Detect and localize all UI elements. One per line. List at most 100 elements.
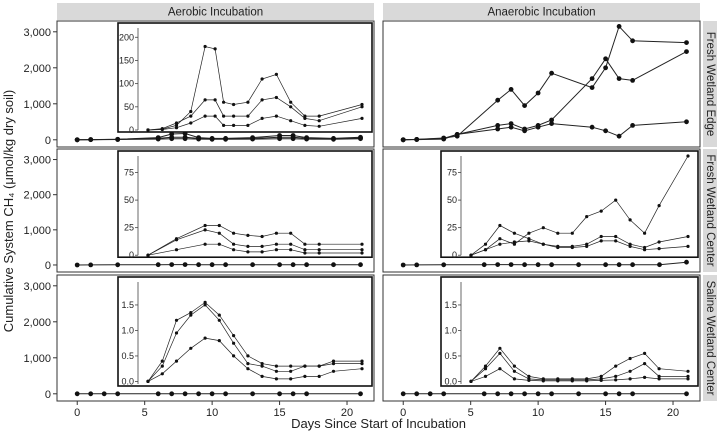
data-point — [317, 119, 321, 123]
data-point — [483, 242, 488, 246]
data-point — [203, 300, 207, 304]
data-point — [483, 367, 488, 371]
inset-y-tick-label: 1.0 — [121, 325, 134, 335]
data-point — [289, 100, 293, 104]
data-point — [274, 242, 278, 246]
data-point — [643, 231, 647, 235]
data-point — [684, 40, 689, 45]
inset-y-tick-label: 0.5 — [121, 351, 134, 361]
inset-frame — [117, 22, 373, 133]
data-point — [527, 237, 531, 241]
data-point — [223, 136, 229, 142]
data-point — [274, 114, 278, 118]
series-line — [147, 225, 362, 256]
data-point — [217, 313, 221, 317]
data-point — [498, 351, 502, 355]
inset-y-tick-label: 50 — [124, 195, 134, 205]
row-strip-label: Fresh Wetland Center — [704, 154, 716, 266]
data-point — [317, 374, 321, 378]
data-point — [317, 242, 321, 246]
data-point — [331, 362, 336, 366]
data-point — [527, 239, 531, 243]
data-point — [684, 391, 689, 397]
data-point — [115, 137, 121, 142]
data-point — [556, 231, 560, 235]
data-point — [146, 128, 150, 132]
data-point — [585, 215, 589, 219]
data-point — [535, 124, 541, 130]
data-point — [196, 136, 202, 142]
data-point — [360, 251, 364, 255]
panel-frame — [382, 20, 701, 148]
data-point — [101, 391, 107, 397]
data-point — [614, 198, 618, 202]
data-point — [232, 102, 236, 107]
data-point — [585, 244, 589, 248]
data-point — [246, 233, 250, 237]
data-point — [222, 100, 226, 104]
data-point — [360, 242, 364, 246]
y-axis-title: Cumulative System CH₄ (μmol/kg dry soil) — [1, 90, 16, 333]
data-point — [686, 154, 690, 158]
data-point — [174, 121, 179, 125]
data-point — [274, 95, 278, 100]
data-point — [246, 114, 250, 118]
data-point — [246, 100, 250, 104]
data-point — [614, 364, 618, 368]
data-point — [527, 374, 531, 378]
data-point — [508, 121, 514, 126]
data-point — [303, 374, 307, 378]
y-tick-label: 1,000 — [23, 353, 51, 365]
data-point — [657, 377, 661, 381]
data-point — [469, 253, 473, 257]
inset-y-tick-label: 0 — [129, 250, 134, 260]
data-point — [686, 369, 690, 373]
data-point — [441, 136, 447, 142]
data-point — [441, 391, 447, 397]
data-point — [549, 391, 554, 397]
data-point — [657, 240, 661, 244]
data-point — [246, 250, 250, 254]
data-point — [684, 259, 689, 265]
data-point — [304, 262, 309, 268]
data-point — [657, 247, 661, 251]
x-tick-label: 5 — [142, 407, 148, 419]
data-point — [289, 248, 293, 252]
inset-y-tick-label: 0 — [452, 250, 457, 260]
data-point — [541, 226, 545, 230]
data-point — [522, 391, 527, 397]
data-point — [427, 391, 433, 397]
data-point — [115, 262, 121, 268]
data-point — [360, 116, 364, 120]
data-point — [182, 262, 188, 267]
data-point — [535, 262, 541, 268]
data-point — [223, 391, 229, 397]
data-point — [527, 231, 531, 235]
data-point — [88, 137, 94, 143]
data-point — [589, 124, 595, 130]
data-point — [331, 369, 336, 373]
data-point — [260, 77, 264, 81]
data-point — [360, 248, 364, 252]
data-point — [441, 262, 447, 268]
inset-y-tick-label: 150 — [119, 55, 134, 65]
data-point — [260, 374, 264, 378]
data-point — [174, 126, 179, 130]
data-point — [331, 136, 336, 142]
data-point — [88, 262, 94, 268]
data-point — [686, 377, 690, 381]
data-point — [358, 262, 363, 268]
data-point — [317, 251, 321, 255]
data-point — [232, 334, 236, 338]
data-point — [232, 231, 236, 235]
data-point — [232, 341, 236, 345]
inset-y-tick-label: 200 — [119, 32, 134, 42]
panel-frame — [56, 20, 375, 148]
data-point — [223, 262, 229, 268]
data-point — [246, 367, 250, 371]
data-point — [556, 379, 560, 383]
data-point — [250, 136, 256, 142]
data-point — [317, 248, 321, 252]
inset-y-tick-label: 1.5 — [444, 300, 457, 310]
